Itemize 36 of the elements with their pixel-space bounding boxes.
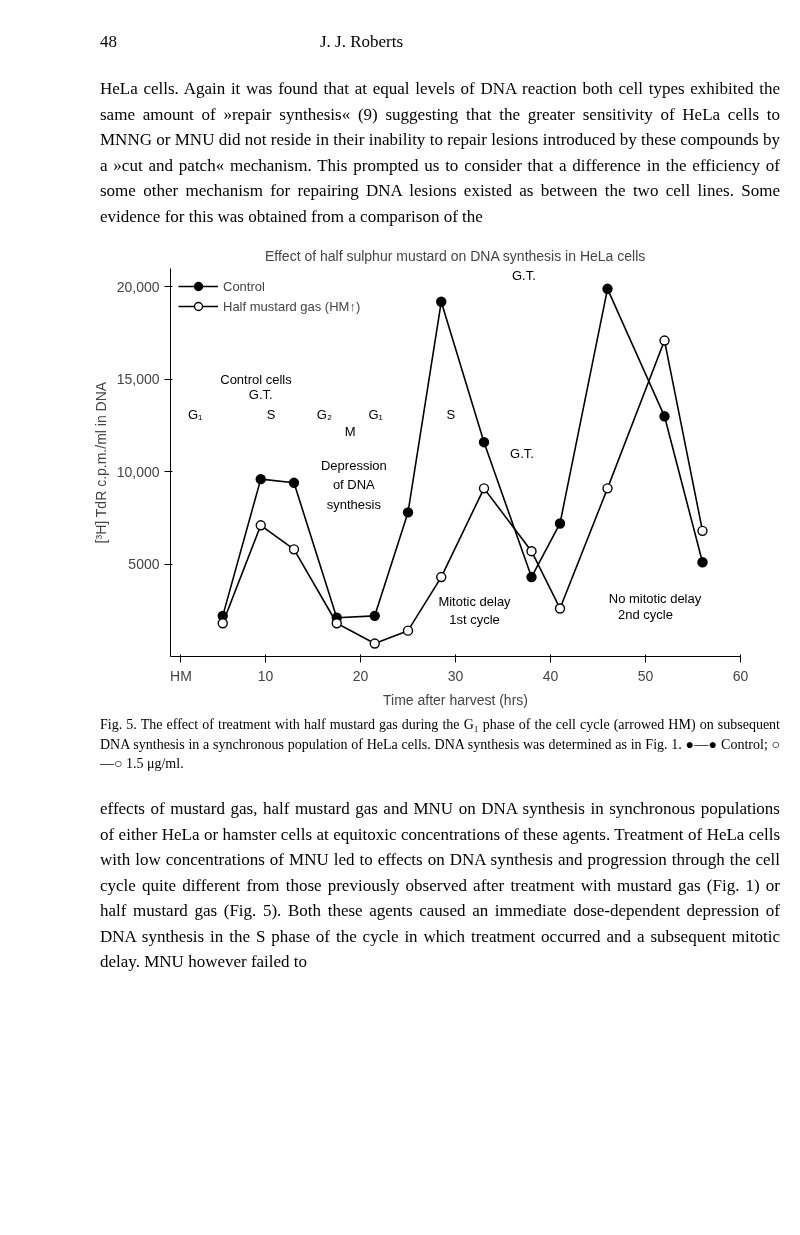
annotation: M <box>344 423 356 439</box>
annotation: G.T. <box>248 386 273 402</box>
chart-title: Effect of half sulphur mustard on DNA synthesis in HeLa cells <box>264 247 646 264</box>
annotation: Depression of DNA synthesis <box>320 457 387 512</box>
annotation: S <box>266 407 276 423</box>
y-tick-label: 5000 <box>128 556 160 573</box>
x-tick-label: 40 <box>542 667 559 684</box>
annotation: Mitotic delay <box>438 593 512 609</box>
annotation: Control cells <box>220 372 293 388</box>
x-tick-label: 50 <box>637 667 654 684</box>
annotation: 2nd cycle <box>618 607 673 623</box>
legend-label: Control <box>223 278 265 294</box>
annotation: No mitotic delay <box>608 591 702 607</box>
text: 48 <box>100 31 118 53</box>
x-tick-label: HM <box>170 667 192 684</box>
x-tick-label: 30 <box>447 667 464 684</box>
annotation: G.T. <box>510 446 534 462</box>
x-tick-label: 10 <box>257 667 274 684</box>
text: J. J. Roberts <box>320 31 404 53</box>
text: HeLa cells. Again it was found that at equal levels of DNA reaction both cell types exhibited the same amount of »repair synthesis« (9) suggesting that the greater sensitivity of HeLa cells to MNNG or MNU did not reside in their inability to repair lesions introduced by these compounds by a »cut and patch« mechanism. This prompted us to consider that a difference in the efficiency of some other mechanism for repairing DNA lesions existed as between the two cell lines. Some evidence for this was obtained from a comparison of the <box>100 78 780 228</box>
annotation: S <box>446 407 456 423</box>
legend-label: Half mustard gas (HM↑) <box>223 298 361 314</box>
annotation: 1st cycle <box>449 612 500 628</box>
y-tick-label: 20,000 <box>116 279 160 296</box>
x-tick-label: 20 <box>352 667 369 684</box>
text: effects of mustard gas, half mustard gas and MNU on DNA synthesis in synchronous populations of either HeLa or hamster cells at equitoxic concentrations of these agents. Treatment of HeLa cells with low concentrations of MNU led to effects on DNA synthesis and progression through the cell cycle quite different from those previously observed after treatment with mustard gas (Fig. 1) or half mustard gas (Fig. 5). Both these agents caused an immediate dose-dependent depression of DNA synthesis in the S phase of the cycle in which treatment occurred and a subsequent mitotic delay. MNU however failed to <box>100 798 780 974</box>
y-tick-label: 10,000 <box>116 464 160 481</box>
annotation: G₁ <box>187 407 204 423</box>
y-tick-label: 15,000 <box>116 371 160 388</box>
annotation: G₁ <box>368 407 384 423</box>
y-axis-title: [³H] TdR c.p.m./ml in DNA <box>92 381 109 544</box>
x-tick-label: 60 <box>732 667 749 684</box>
x-axis-title: Time after harvest (hrs) <box>383 691 528 708</box>
caption: Fig. 5. The effect of treatment with half mustard gas during the G₁ phase of the cell cycle (arrowed HM) on subsequent DNA synthesis in a synchronous population of HeLa cells. DNA synthesis was determined as in Fig. 1. ●—● Control; ○—○ 1.5 μg/ml. <box>100 716 780 774</box>
annotation: G.T. <box>511 268 536 284</box>
annotation: G₂ <box>316 407 332 423</box>
